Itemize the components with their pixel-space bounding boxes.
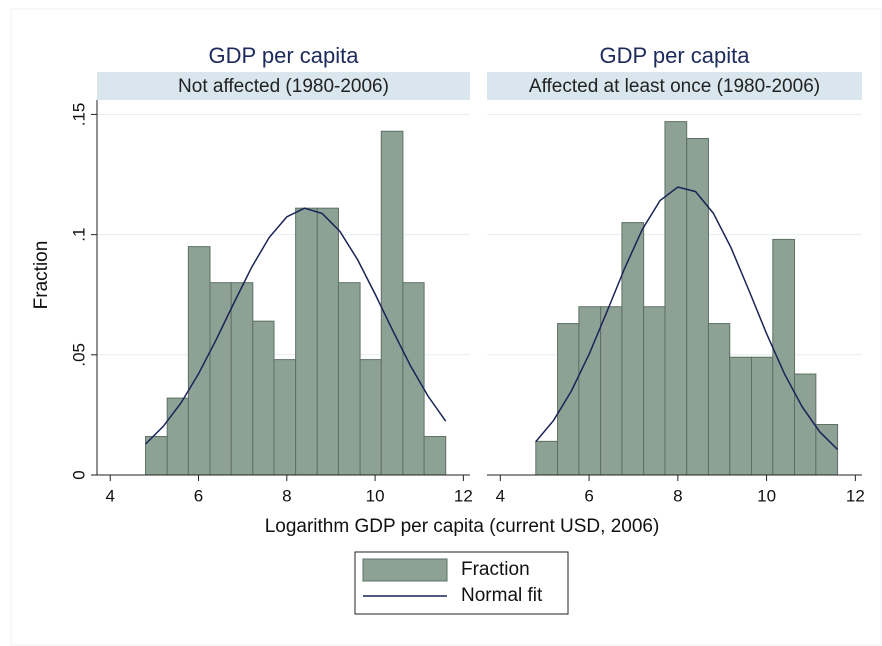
bar <box>686 137 709 476</box>
background <box>10 8 882 646</box>
bar <box>230 282 254 476</box>
panel-title: GDP per capita <box>208 43 359 68</box>
subtitle-strip <box>97 72 470 100</box>
y-axis-title: Fraction <box>31 241 52 310</box>
bar <box>359 359 382 476</box>
bar <box>707 323 731 476</box>
legend-swatch <box>362 558 448 582</box>
normal-fit-line <box>145 207 447 445</box>
y-tick-label: .05 <box>69 343 88 367</box>
bar <box>209 282 232 476</box>
bar <box>750 356 774 476</box>
bar <box>166 397 189 476</box>
bar <box>772 238 796 476</box>
x-tick-label: 4 <box>106 486 115 505</box>
x-tick-label: 8 <box>673 486 682 505</box>
x-tick-label: 6 <box>194 486 203 505</box>
x-tick-label: 12 <box>846 486 865 505</box>
bar <box>145 436 168 476</box>
bar <box>402 282 425 476</box>
legend-label: Normal fit <box>461 585 543 606</box>
y-tick-label: 0 <box>69 470 88 479</box>
bar <box>187 246 211 476</box>
x-tick-label: 10 <box>757 486 776 505</box>
bar <box>252 320 275 476</box>
x-tick-label: 8 <box>282 486 291 505</box>
bar <box>535 440 559 476</box>
x-axis-title: Logarithm GDP per capita (current USD, 2… <box>265 516 660 537</box>
bar <box>273 359 297 476</box>
bar <box>316 207 339 476</box>
normal-fit-line <box>535 186 839 451</box>
bar <box>380 130 404 476</box>
bar <box>643 306 666 476</box>
bar <box>423 436 447 476</box>
bar <box>621 222 645 476</box>
subtitle-strip <box>487 72 862 100</box>
panel-subtitle: Affected at least once (1980-2006) <box>529 76 820 97</box>
bar <box>337 282 361 476</box>
bar <box>664 121 688 476</box>
bar <box>578 306 602 476</box>
y-tick-label: .1 <box>69 228 88 242</box>
panel-subtitle: Not affected (1980-2006) <box>178 76 389 97</box>
y-tick-label: .15 <box>69 103 88 127</box>
x-tick-label: 6 <box>584 486 593 505</box>
x-tick-label: 10 <box>366 486 385 505</box>
bar <box>557 323 580 476</box>
bar <box>729 356 752 476</box>
bar <box>295 207 318 476</box>
bar <box>794 373 817 476</box>
x-tick-label: 4 <box>496 486 505 505</box>
panel-title: GDP per capita <box>599 43 750 68</box>
x-tick-label: 12 <box>454 486 473 505</box>
bar <box>600 306 623 476</box>
legend-label: Fraction <box>461 559 530 580</box>
